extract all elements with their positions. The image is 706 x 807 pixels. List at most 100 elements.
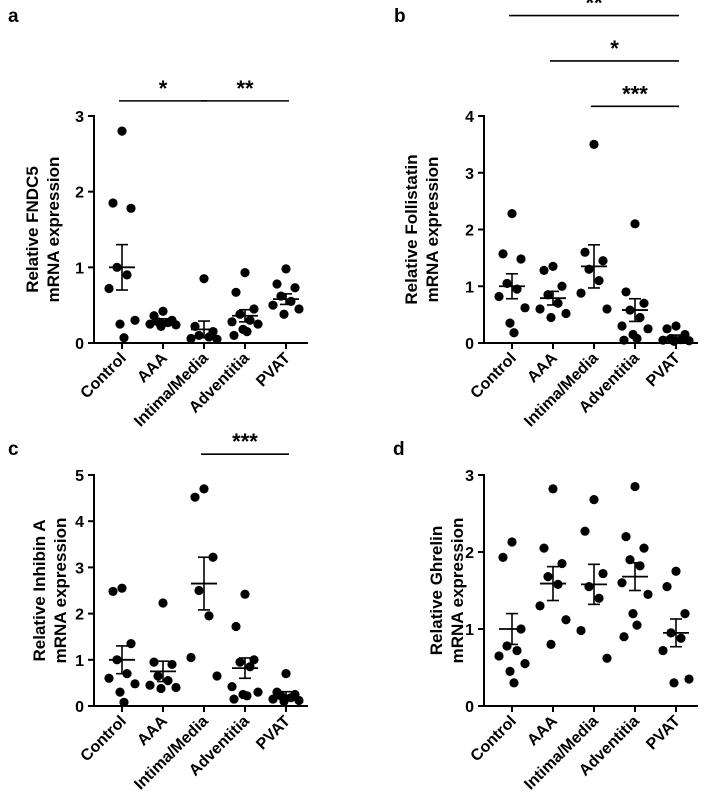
panel-b: b Relative Follistatin mRNA expression 0 1 2 3… — [394, 0, 698, 430]
data-point — [108, 586, 118, 597]
data-point — [658, 645, 668, 656]
data-point — [643, 589, 653, 599]
y-tick-label: 2 — [465, 545, 474, 562]
data-point — [580, 526, 590, 536]
data-point — [628, 609, 638, 619]
data-point — [227, 681, 237, 692]
data-point — [242, 691, 252, 701]
y-tick-label: 2 — [75, 185, 84, 202]
y-tick-label: 5 — [75, 468, 84, 485]
data-point — [158, 598, 168, 608]
data-point — [253, 687, 263, 697]
data-point — [494, 651, 504, 661]
data-point — [130, 679, 140, 689]
data-point — [539, 543, 549, 553]
significance-label: * — [159, 76, 168, 101]
data-point — [621, 532, 631, 542]
data-point — [630, 481, 640, 492]
data-point — [208, 552, 218, 562]
data-point — [190, 492, 200, 502]
data-point — [553, 298, 563, 308]
data-point — [119, 697, 129, 707]
data-point — [240, 589, 250, 599]
data-point — [548, 261, 558, 271]
data-point — [279, 696, 289, 706]
data-point — [684, 674, 694, 684]
data-point — [167, 659, 177, 670]
data-point — [535, 601, 545, 611]
data-point — [561, 308, 571, 319]
data-point — [235, 309, 245, 319]
data-point — [245, 662, 255, 672]
data-point — [543, 290, 553, 300]
data-point — [635, 312, 645, 323]
y-axis-title: mRNA expression — [51, 518, 70, 664]
data-point — [669, 678, 679, 688]
data-point — [662, 324, 672, 334]
data-point — [520, 303, 530, 313]
y-tick-label: 2 — [465, 223, 474, 240]
data-point — [231, 287, 241, 297]
significance-label: ** — [236, 76, 254, 101]
data-point — [229, 694, 239, 704]
data-point — [158, 306, 168, 316]
data-point — [122, 270, 132, 280]
data-point — [290, 283, 300, 293]
data-point — [584, 582, 594, 592]
data-point — [268, 694, 278, 704]
data-point — [632, 333, 642, 344]
y-tick-label: 3 — [465, 166, 474, 183]
data-point — [117, 583, 127, 593]
data-point — [245, 315, 255, 325]
data-point — [676, 633, 686, 643]
data-point — [598, 256, 608, 266]
y-tick-label: 0 — [465, 336, 474, 353]
data-point — [507, 209, 517, 219]
data-point — [153, 671, 163, 681]
data-point — [294, 304, 304, 314]
data-point — [242, 327, 252, 337]
data-point — [619, 335, 629, 345]
data-point — [212, 671, 222, 681]
data-point — [108, 198, 118, 208]
data-point — [498, 249, 508, 259]
data-point — [505, 318, 515, 328]
y-tick-label: 1 — [75, 260, 84, 277]
data-point — [253, 319, 263, 329]
data-point — [199, 484, 209, 494]
significance-label: *** — [622, 81, 648, 106]
y-tick-label: 4 — [465, 109, 474, 126]
data-point — [498, 552, 508, 562]
y-axis-title: Relative Inhibin A — [30, 519, 49, 661]
data-point — [594, 275, 604, 286]
y-tick-label: 1 — [75, 653, 84, 670]
data-point — [617, 578, 627, 588]
data-point — [539, 265, 549, 275]
data-point — [619, 632, 629, 642]
data-point — [509, 328, 519, 338]
data-point — [249, 304, 259, 314]
y-tick-label: 0 — [75, 336, 84, 353]
y-axis-title: mRNA expression — [44, 157, 63, 303]
y-tick-label: 3 — [75, 109, 84, 126]
data-point — [671, 566, 681, 576]
data-point — [589, 495, 599, 505]
data-point — [494, 291, 504, 302]
y-axis-title: Relative Ghrelin — [427, 526, 446, 655]
data-point — [580, 247, 590, 257]
data-point — [548, 484, 558, 494]
data-point — [680, 609, 690, 619]
data-point — [231, 621, 241, 632]
data-point — [126, 203, 136, 213]
data-point — [115, 319, 125, 329]
panel-label: a — [8, 6, 19, 27]
panel-label: d — [393, 439, 405, 460]
data-point — [227, 317, 237, 327]
y-axis-title: mRNA expression — [448, 518, 467, 664]
data-point — [149, 657, 159, 667]
data-point — [104, 283, 114, 294]
data-point — [576, 625, 586, 636]
significance-label: *** — [232, 429, 258, 454]
y-tick-label: 1 — [465, 622, 474, 639]
